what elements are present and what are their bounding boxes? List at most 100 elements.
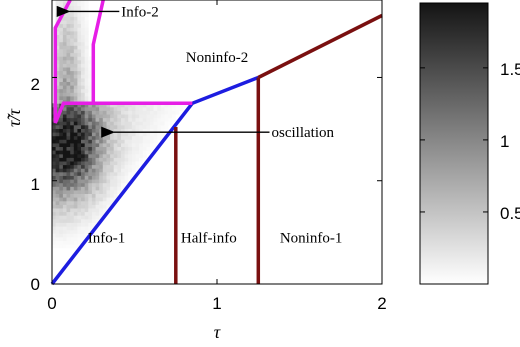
heatmap-cell: [70, 132, 75, 137]
heatmap-cell: [62, 38, 67, 43]
heatmap-cell: [70, 193, 75, 198]
heatmap-cell: [160, 117, 165, 122]
heatmap-cell: [110, 146, 115, 151]
heatmap-cell: [106, 114, 111, 119]
heatmap-cell: [70, 200, 75, 205]
heatmap-cell: [81, 117, 85, 122]
heatmap-cell: [84, 31, 89, 35]
heatmap-cell: [81, 81, 85, 86]
heatmap-cell: [66, 146, 71, 151]
heatmap-cell: [70, 70, 75, 75]
heatmap-cell: [131, 157, 136, 162]
heatmap-cell: [84, 218, 89, 223]
heatmap-cell: [77, 218, 82, 223]
heatmap-cell: [99, 110, 104, 115]
heatmap-cell: [77, 135, 82, 140]
heatmap-cell: [164, 114, 169, 119]
heatmap-cell: [77, 45, 82, 50]
heatmap-cell: [62, 139, 67, 144]
heatmap-cell: [131, 171, 136, 176]
heatmap-cell: [110, 175, 115, 180]
heatmap-cell: [117, 125, 122, 129]
heatmap-cell: [70, 41, 75, 46]
heatmap-cell: [52, 139, 56, 144]
heatmap-cell: [113, 110, 118, 115]
heatmap-cell: [102, 132, 107, 137]
heatmap-cell: [95, 190, 100, 194]
heatmap-cell: [81, 190, 85, 194]
heatmap-cell: [62, 168, 67, 173]
heatmap-cell: [59, 161, 64, 166]
heatmap-cell: [102, 171, 107, 176]
heatmap-cell: [77, 103, 82, 108]
heatmap-cell: [52, 204, 56, 209]
heatmap-cell: [66, 114, 71, 119]
heatmap-cell: [131, 135, 136, 140]
heatmap-cell: [95, 125, 100, 129]
heatmap-cell: [66, 12, 71, 17]
heatmap-cell: [59, 175, 64, 180]
heatmap-cell: [70, 197, 75, 202]
heatmap-cell: [66, 182, 71, 187]
heatmap-cell: [84, 132, 89, 137]
heatmap-cell: [124, 168, 129, 173]
y-tick-2: 2: [31, 75, 40, 94]
heatmap-cell: [59, 233, 64, 238]
heatmap-cell: [70, 190, 75, 194]
heatmap-cell: [73, 117, 78, 122]
heatmap-cell: [121, 171, 125, 176]
heatmap-cell: [88, 67, 93, 72]
heatmap-cell: [70, 215, 75, 220]
heatmap-cell: [66, 41, 71, 46]
heatmap-cell: [66, 226, 71, 231]
heatmap-cell: [73, 208, 78, 213]
heatmap-cell: [146, 128, 151, 133]
heatmap-cell: [88, 70, 93, 75]
heatmap-cell: [95, 179, 100, 184]
heatmap-cell: [88, 211, 93, 216]
heatmap-cell: [77, 204, 82, 209]
heatmap-cell: [128, 168, 133, 173]
heatmap-cell: [62, 20, 67, 25]
heatmap-cell: [102, 103, 107, 108]
heatmap-cell: [73, 52, 78, 57]
heatmap-cell: [110, 128, 115, 133]
heatmap-cell: [81, 208, 85, 213]
heatmap-cell: [81, 143, 85, 147]
heatmap-cell: [59, 226, 64, 231]
heatmap-cell: [91, 139, 96, 144]
heatmap-cell: [88, 103, 93, 108]
heatmap-cell: [117, 171, 122, 176]
heatmap-cell: [131, 139, 136, 144]
heatmap-cell: [59, 229, 64, 234]
heatmap-cell: [77, 200, 82, 205]
heatmap-cell: [99, 103, 104, 108]
heatmap-cell: [135, 125, 140, 129]
heatmap-cell: [59, 23, 64, 28]
heatmap-cell: [81, 2, 85, 7]
heatmap-cell: [95, 146, 100, 151]
heatmap-cell: [128, 135, 133, 140]
x-tick-2: 2: [377, 294, 386, 313]
heatmap-cell: [117, 168, 122, 173]
heatmap-cell: [77, 153, 82, 158]
heatmap-cell: [84, 161, 89, 166]
heatmap-cell: [62, 222, 67, 227]
heatmap-cell: [95, 164, 100, 169]
heatmap-cell: [102, 128, 107, 133]
heatmap-cell: [110, 132, 115, 137]
heatmap-cell: [81, 226, 85, 231]
region-label-noninfo-1: Noninfo-1: [280, 231, 343, 247]
heatmap-cell: [95, 110, 100, 115]
heatmap-cell: [73, 114, 78, 119]
heatmap-cell: [91, 121, 96, 126]
heatmap-cell: [66, 139, 71, 144]
heatmap-cell: [113, 106, 118, 111]
heatmap-cell: [121, 106, 125, 111]
heatmap-cell: [88, 218, 93, 223]
heatmap-cell: [73, 222, 78, 227]
heatmap-cell: [81, 103, 85, 108]
heatmap-cell: [91, 106, 96, 111]
heatmap-cell: [55, 0, 60, 3]
heatmap-cell: [73, 34, 78, 39]
